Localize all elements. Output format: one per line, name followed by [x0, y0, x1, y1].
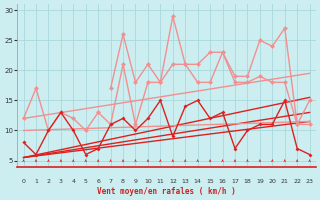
X-axis label: Vent moyen/en rafales ( km/h ): Vent moyen/en rafales ( km/h ) — [97, 187, 236, 196]
